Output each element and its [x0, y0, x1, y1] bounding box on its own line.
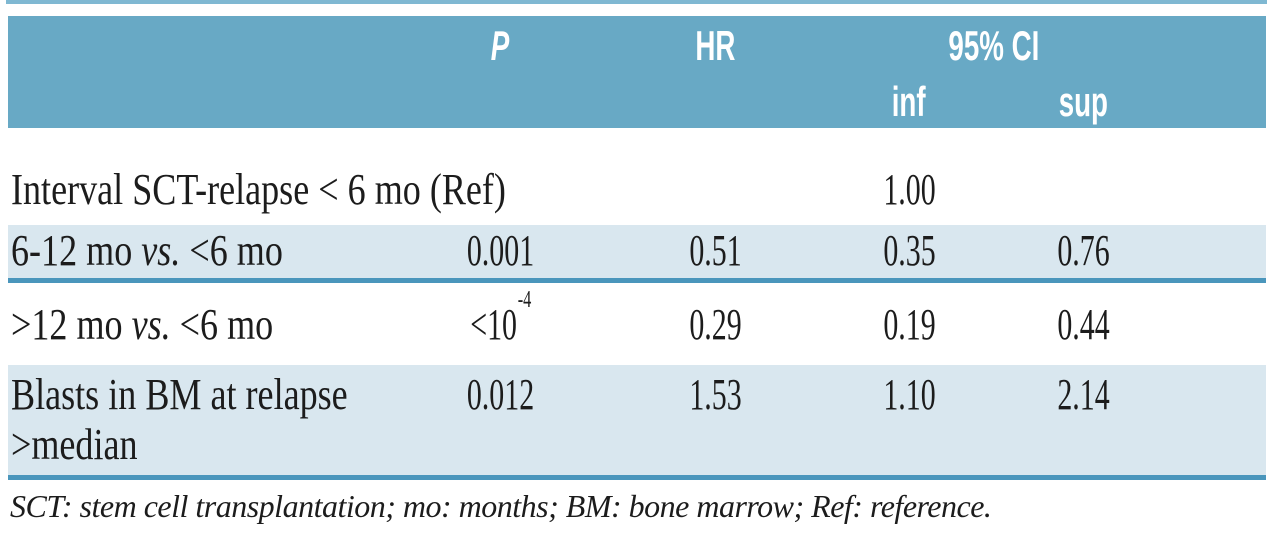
- ci-inf-cell: 1.00: [820, 128, 998, 225]
- ci-inf-value: 0.35: [882, 226, 936, 275]
- row-label-post: <6 mo: [170, 300, 274, 349]
- hr-value-cell: 0.29: [611, 283, 820, 365]
- hr-value: 0.29: [689, 300, 742, 349]
- column-subheader-sup-label: sup: [1058, 78, 1108, 125]
- table-header: P HR 95% CI inf sup: [8, 16, 1266, 128]
- table-row: 6-12 mo vs. <6 mo 0.001 0.51 0.35 0.76: [8, 225, 1266, 283]
- p-value-cell: 0.012: [390, 365, 611, 475]
- p-base: 0.001: [466, 226, 535, 275]
- p-exponent: -4: [517, 287, 532, 314]
- row-label-text: 6-12 mo: [11, 226, 142, 275]
- row-label-italic: vs.: [141, 226, 181, 275]
- ci-inf-cell: 1.10: [820, 365, 998, 475]
- ci-sup-value: 2.14: [1056, 370, 1110, 419]
- row-label: 6-12 mo vs. <6 mo: [11, 226, 283, 276]
- row-label-cell: Interval SCT-relapse < 6 mo (Ref): [8, 128, 506, 225]
- ci-sup-value: 0.76: [1056, 226, 1110, 275]
- table-footnote: SCT: stem cell transplantation; mo: mont…: [10, 488, 992, 524]
- column-header-ci-label: 95% CI: [948, 22, 1040, 69]
- p-base: <10: [470, 300, 518, 349]
- row-label-text: Blasts in BM at relapse >median: [11, 370, 348, 469]
- ci-sup-cell: 0.44: [998, 283, 1168, 365]
- hr-value-cell: [611, 128, 820, 225]
- ci-sup-cell: 2.14: [998, 365, 1168, 475]
- row-label-post: <6 mo: [180, 226, 283, 275]
- table-row: Interval SCT-relapse < 6 mo (Ref) 1.00: [8, 128, 1266, 225]
- row-label-cell: >12 mo vs. <6 mo: [8, 283, 390, 365]
- column-header-hr-label: HR: [695, 22, 736, 69]
- ci-sup-value: 0.44: [1056, 300, 1110, 349]
- p-value-cell: <10-4: [390, 283, 611, 365]
- hr-value-cell: 1.53: [611, 365, 820, 475]
- row-label-text: >12 mo: [11, 300, 132, 349]
- hr-value: 1.53: [689, 370, 742, 419]
- row-label: Interval SCT-relapse < 6 mo (Ref): [11, 165, 506, 215]
- top-rule: [6, 0, 1267, 4]
- table-row: >12 mo vs. <6 mo <10-4 0.29 0.19 0.44: [8, 283, 1266, 365]
- ci-inf-value: 1.10: [882, 370, 936, 419]
- hr-value-cell: 0.51: [611, 225, 820, 278]
- hr-value: 0.51: [689, 226, 742, 275]
- row-label-italic: vs.: [131, 300, 171, 349]
- column-header-p-label: P: [491, 22, 510, 69]
- ci-inf-cell: 0.35: [820, 225, 998, 278]
- p-value: 0.001: [467, 226, 534, 276]
- p-value: <10-4: [470, 288, 531, 350]
- column-header-hr: HR: [611, 16, 820, 76]
- column-subheader-inf-label: inf: [892, 78, 926, 125]
- statistics-table: P HR 95% CI inf sup Interval SCT-relapse…: [8, 16, 1266, 480]
- row-label-cell: 6-12 mo vs. <6 mo: [8, 225, 390, 278]
- row-label: >12 mo vs. <6 mo: [11, 300, 273, 350]
- p-base: 0.012: [466, 370, 535, 419]
- row-label-cell: Blasts in BM at relapse >median: [8, 365, 390, 475]
- table-row: Blasts in BM at relapse >median 0.012 1.…: [8, 365, 1266, 480]
- ci-sup-cell: 0.76: [998, 225, 1168, 278]
- row-label-text: Interval SCT-relapse < 6 mo (Ref): [11, 165, 506, 214]
- p-value: 0.012: [467, 370, 534, 420]
- ci-inf-cell: 0.19: [820, 283, 998, 365]
- row-label: Blasts in BM at relapse >median: [11, 370, 348, 470]
- ci-inf-value: 1.00: [882, 165, 936, 214]
- column-header-p: P: [390, 16, 611, 76]
- column-header-ci: 95% CI: [820, 16, 1168, 76]
- column-subheader-inf: inf: [820, 76, 998, 128]
- ci-inf-value: 0.19: [882, 300, 936, 349]
- ci-sup-cell: [998, 128, 1168, 225]
- p-value-cell: 0.001: [390, 225, 611, 278]
- column-subheader-sup: sup: [998, 76, 1168, 128]
